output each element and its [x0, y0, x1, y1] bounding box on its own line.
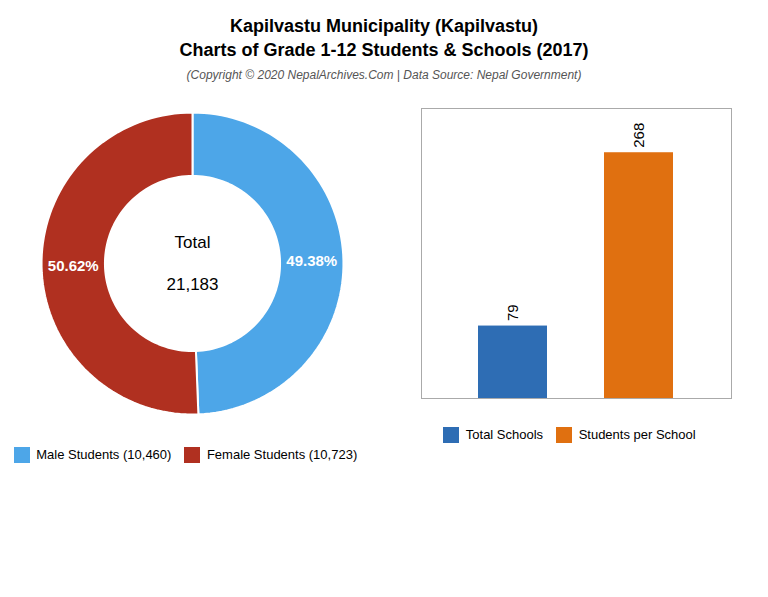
svg-text:Total: Total	[175, 233, 211, 252]
svg-text:21,183: 21,183	[167, 275, 219, 294]
html-text:(Copyright © 2020 NepalArchive: (Copyright © 2020 NepalArchives.Com | Da…	[186, 68, 582, 82]
html-text:Female Students (10,723): Female Students (10,723)	[206, 447, 358, 462]
svg-text:79: 79	[504, 304, 521, 321]
html-text:Kapilvastu Municipality (Kapil: Kapilvastu Municipality (Kapilvastu)	[230, 16, 538, 36]
svg-text:268: 268	[630, 123, 647, 148]
svg-text:50.62%: 50.62%	[48, 257, 99, 274]
html-text:Charts of Grade 1-12 Students: Charts of Grade 1-12 Students & Schools …	[179, 40, 589, 60]
svg-text:49.38%: 49.38%	[286, 252, 337, 269]
html-text:Total Schools: Total Schools	[465, 427, 544, 442]
html-text:Students per School: Students per School	[578, 427, 696, 442]
html-text:Male Students (10,460): Male Students (10,460)	[36, 447, 172, 462]
